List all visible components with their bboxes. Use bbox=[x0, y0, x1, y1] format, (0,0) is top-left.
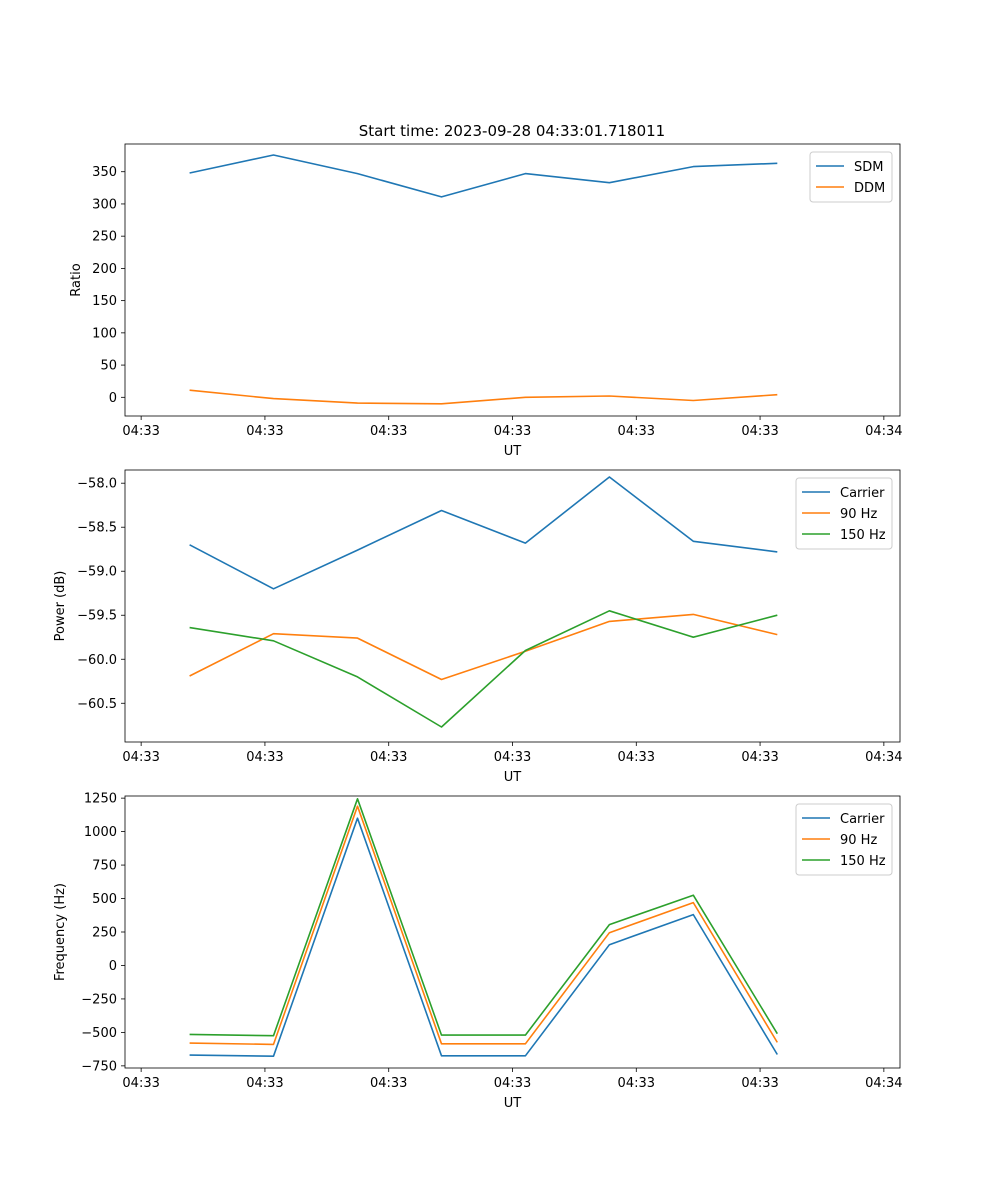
legend: SDM DDM bbox=[809, 151, 893, 203]
x-tick-label: 04:33 bbox=[741, 424, 778, 439]
series-line-carrier bbox=[189, 817, 778, 1057]
y-tick-label: −58.5 bbox=[77, 521, 117, 536]
y-axis-label: Ratio bbox=[69, 263, 84, 296]
y-tick-label: 300 bbox=[92, 197, 117, 212]
y-tick-label: −59.0 bbox=[77, 565, 117, 580]
panel-1: 04:33 04:33 04:33 04:33 04:33 04:33 04:34 0 50 10… bbox=[69, 143, 903, 459]
y-tick-label: 1250 bbox=[84, 792, 117, 807]
y-tick-label: 750 bbox=[92, 859, 117, 874]
legend-label: Carrier bbox=[840, 486, 885, 501]
y-tick-label: 0 bbox=[109, 391, 117, 406]
x-tick-label: 04:33 bbox=[618, 1076, 655, 1091]
chart-title: Start time: 2023-09-28 04:33:01.718011 bbox=[359, 122, 665, 140]
series-line-150-hz bbox=[189, 609, 778, 728]
x-tick-label: 04:33 bbox=[246, 750, 283, 765]
x-tick-label: 04:33 bbox=[122, 1076, 159, 1091]
series-line-150-hz bbox=[189, 797, 778, 1037]
x-tick-label: 04:33 bbox=[246, 424, 283, 439]
y-tick-label: 0 bbox=[109, 959, 117, 974]
panel-2: 04:33 04:33 04:33 04:33 04:33 04:33 04:34 −60.5… bbox=[53, 469, 903, 785]
y-tick-label: 150 bbox=[92, 294, 117, 309]
plot-frame bbox=[124, 143, 901, 417]
series-line-90-hz bbox=[189, 805, 778, 1046]
x-tick-label: 04:33 bbox=[494, 750, 531, 765]
panels: 04:33 04:33 04:33 04:33 04:33 04:33 04:34 0 50 10… bbox=[53, 143, 903, 1111]
y-tick-label: −500 bbox=[81, 1026, 117, 1041]
legend-label: 90 Hz bbox=[840, 833, 877, 848]
series-line-ddm bbox=[189, 389, 778, 405]
series-line-90-hz bbox=[189, 613, 778, 681]
x-tick-label: 04:33 bbox=[618, 424, 655, 439]
x-tick-label: 04:34 bbox=[865, 750, 902, 765]
legend-label: 150 Hz bbox=[840, 528, 886, 543]
x-axis-label: UT bbox=[504, 444, 522, 459]
legend-box bbox=[809, 151, 893, 203]
series-line-sdm bbox=[189, 154, 778, 198]
panel-3: 04:33 04:33 04:33 04:33 04:33 04:33 04:34 −750 −… bbox=[53, 792, 903, 1111]
legend-box bbox=[795, 803, 893, 876]
legend-label: 90 Hz bbox=[840, 507, 877, 522]
y-axis-label: Power (dB) bbox=[53, 571, 68, 642]
x-tick-label: 04:33 bbox=[741, 1076, 778, 1091]
series-line-carrier bbox=[189, 476, 778, 590]
y-tick-label: 250 bbox=[92, 926, 117, 941]
x-axis-label: UT bbox=[504, 1096, 522, 1111]
y-tick-label: 50 bbox=[100, 359, 117, 374]
legend-label: 150 Hz bbox=[840, 854, 886, 869]
legend: Carrier 90 Hz 150 Hz bbox=[795, 477, 893, 550]
x-tick-label: 04:33 bbox=[494, 424, 531, 439]
x-tick-label: 04:33 bbox=[618, 750, 655, 765]
legend-label: DDM bbox=[854, 181, 885, 196]
legend-label: Carrier bbox=[840, 812, 885, 827]
y-tick-label: 200 bbox=[92, 262, 117, 277]
x-tick-label: 04:34 bbox=[865, 1076, 902, 1091]
y-tick-label: 250 bbox=[92, 230, 117, 245]
y-tick-label: −58.0 bbox=[77, 477, 117, 492]
y-axis-label: Frequency (Hz) bbox=[53, 883, 68, 981]
y-tick-label: −60.0 bbox=[77, 653, 117, 668]
y-tick-label: −250 bbox=[81, 992, 117, 1007]
legend-label: SDM bbox=[854, 160, 883, 175]
y-tick-label: 100 bbox=[92, 326, 117, 341]
x-tick-label: 04:33 bbox=[370, 1076, 407, 1091]
y-tick-label: 350 bbox=[92, 165, 117, 180]
x-tick-label: 04:33 bbox=[370, 424, 407, 439]
x-tick-label: 04:33 bbox=[494, 1076, 531, 1091]
y-tick-label: −60.5 bbox=[77, 697, 117, 712]
legend-box bbox=[795, 477, 893, 550]
plot-frame bbox=[124, 795, 901, 1069]
x-tick-label: 04:33 bbox=[741, 750, 778, 765]
x-axis-label: UT bbox=[504, 770, 522, 785]
x-tick-label: 04:33 bbox=[246, 1076, 283, 1091]
y-tick-label: 500 bbox=[92, 892, 117, 907]
legend: Carrier 90 Hz 150 Hz bbox=[795, 803, 893, 876]
y-tick-label: −59.5 bbox=[77, 609, 117, 624]
x-tick-label: 04:33 bbox=[122, 424, 159, 439]
y-tick-label: 1000 bbox=[84, 825, 117, 840]
x-tick-label: 04:33 bbox=[370, 750, 407, 765]
x-tick-label: 04:34 bbox=[865, 424, 902, 439]
x-tick-label: 04:33 bbox=[122, 750, 159, 765]
y-tick-label: −750 bbox=[81, 1059, 117, 1074]
plot-frame bbox=[124, 469, 901, 743]
